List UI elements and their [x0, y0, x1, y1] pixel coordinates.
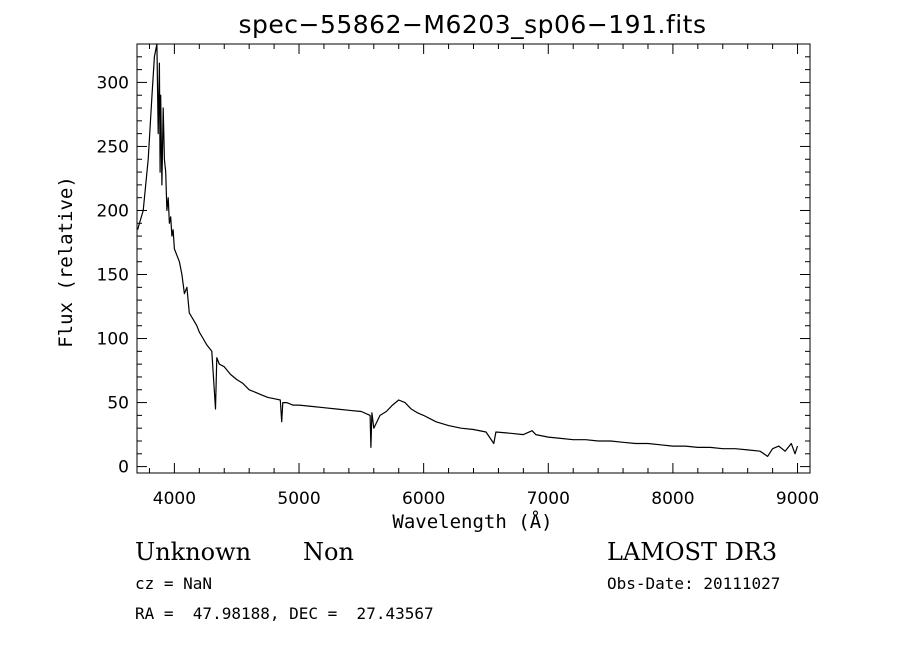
x-axis-label: Wavelength (Å) — [392, 511, 553, 533]
y-tick-label: 0 — [118, 458, 129, 478]
axis-ticks — [137, 43, 810, 473]
x-tick-label: 4000 — [153, 489, 196, 509]
object-class: Unknown — [135, 538, 252, 566]
y-axis-label: Flux (relative) — [55, 176, 77, 348]
spectrum-line — [137, 43, 799, 457]
redshift-text: cz = NaN — [135, 574, 213, 593]
x-tick-label: 8000 — [651, 489, 694, 509]
x-tick-label: 6000 — [402, 489, 445, 509]
y-tick-label: 50 — [107, 394, 129, 414]
x-tick-label: 5000 — [277, 489, 320, 509]
y-tick-label: 100 — [97, 330, 129, 350]
object-subclass: Non — [303, 538, 354, 566]
chart-title: spec−55862−M6203_sp06−191.fits — [238, 10, 707, 39]
obs-date: Obs-Date: 20111027 — [607, 574, 781, 593]
y-tick-label: 150 — [97, 266, 129, 286]
y-tick-label: 200 — [97, 201, 129, 221]
ra-dec-text: RA = 47.98188, DEC = 27.43567 — [135, 604, 434, 623]
plot-frame — [136, 43, 811, 474]
survey-label: LAMOST DR3 — [607, 538, 778, 566]
y-tick-labels: 0 50 100 150 200 250 300 — [97, 73, 129, 477]
x-tick-label: 7000 — [527, 489, 570, 509]
x-tick-labels: 4000 5000 6000 7000 8000 9000 — [153, 489, 819, 509]
y-tick-label: 250 — [97, 137, 129, 157]
x-tick-label: 9000 — [776, 489, 819, 509]
y-tick-label: 300 — [97, 73, 129, 93]
